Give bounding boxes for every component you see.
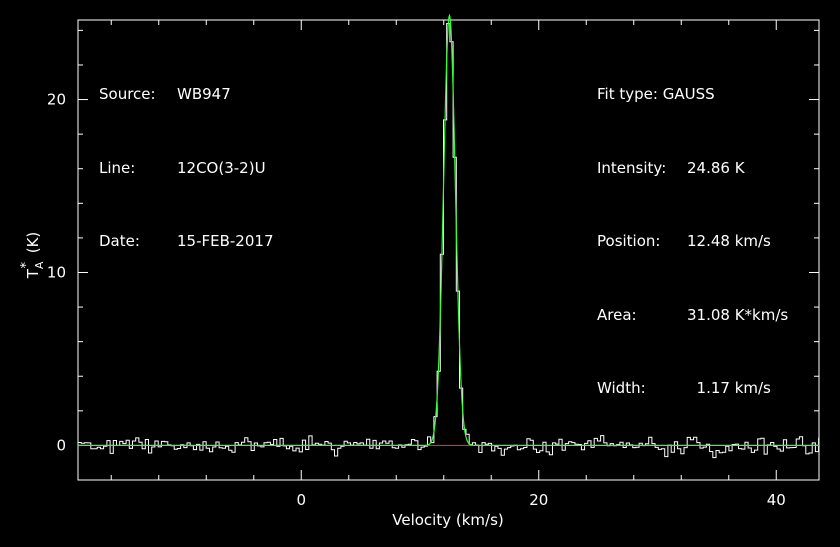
date-label: Date: bbox=[99, 232, 140, 250]
series-group bbox=[78, 13, 820, 459]
svg-text:TA* (K): TA* (K) bbox=[19, 232, 46, 280]
y-tick-label: 10 bbox=[47, 263, 66, 281]
y-axis-label-sup: * bbox=[19, 262, 34, 269]
fit-type-value: GAUSS bbox=[662, 85, 715, 103]
x-axis-label: Velocity (km/s) bbox=[392, 511, 503, 529]
intensity-label: Intensity: bbox=[597, 158, 667, 177]
position-value: 12.48 km/s bbox=[687, 232, 771, 250]
intensity-value: 24.86 K bbox=[687, 158, 745, 177]
x-tick-label: 20 bbox=[529, 491, 548, 509]
intensity-row: Intensity: 24.86 K bbox=[597, 156, 788, 181]
source-label: Source: bbox=[99, 85, 156, 103]
axis-ticks bbox=[78, 20, 819, 481]
fit-type-label: Fit type: bbox=[597, 85, 658, 103]
y-tick-label: 20 bbox=[47, 91, 66, 109]
line-value: 12CO(3-2)U bbox=[177, 158, 266, 177]
y-axis-label-sub: A bbox=[33, 261, 46, 269]
area-label: Area: bbox=[597, 305, 637, 324]
y-tick-label: 0 bbox=[56, 436, 66, 454]
y-axis-label: TA* (K) bbox=[19, 232, 46, 280]
source-row: Source: WB947 bbox=[99, 82, 273, 107]
date-value: 15-FEB-2017 bbox=[177, 232, 274, 250]
date-row: Date: 15-FEB-2017 bbox=[99, 229, 273, 254]
fit-type-row: Fit type: GAUSS bbox=[597, 82, 788, 107]
fit-info: Fit type: GAUSS Intensity: 24.86 K Posit… bbox=[597, 33, 788, 425]
y-axis-label-unit: (K) bbox=[24, 232, 42, 258]
x-tick-label: 0 bbox=[296, 491, 306, 509]
source-value: WB947 bbox=[177, 85, 231, 103]
tick-labels: 0 20 40 0 10 20 bbox=[47, 91, 786, 509]
x-tick-label: 40 bbox=[767, 491, 786, 509]
position-row: Position: 12.48 km/s bbox=[597, 229, 788, 254]
gaussian-fit-line bbox=[78, 13, 819, 446]
observation-info: Source: WB947 Line: 12CO(3-2)U Date: 15-… bbox=[99, 33, 273, 278]
area-value: 31.08 K*km/s bbox=[687, 305, 789, 324]
width-row: Width: 1.17 km/s bbox=[597, 376, 788, 401]
area-row: Area: 31.08 K*km/s bbox=[597, 303, 788, 328]
spectrum-line bbox=[78, 23, 820, 459]
y-axis-label-t: T bbox=[24, 268, 42, 279]
position-label: Position: bbox=[597, 232, 661, 250]
width-value: 1.17 km/s bbox=[687, 379, 771, 397]
line-label: Line: bbox=[99, 158, 136, 177]
width-label: Width: bbox=[597, 379, 646, 397]
line-row: Line: 12CO(3-2)U bbox=[99, 156, 273, 181]
